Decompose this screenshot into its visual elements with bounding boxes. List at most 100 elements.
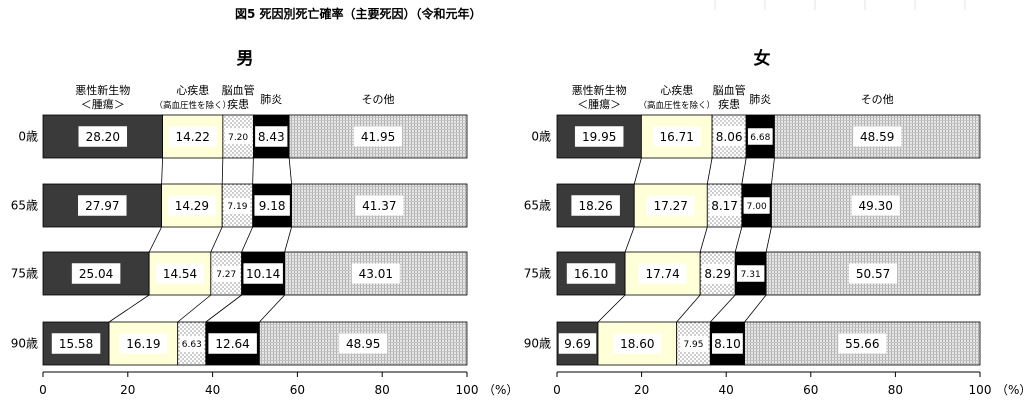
value-label: 17.27 [654, 199, 688, 213]
category-header: 悪性新生物 [572, 83, 627, 97]
value-label-box [709, 195, 740, 216]
category-header: 肺炎 [260, 93, 282, 106]
value-label: 7.95 [683, 340, 703, 350]
connector-line [252, 157, 254, 185]
value-label-box [566, 263, 616, 284]
row-label: 0歳 [18, 130, 38, 144]
value-label-box [168, 126, 217, 147]
bar-segment [288, 114, 468, 159]
value-label-box [646, 195, 695, 216]
connector-line [744, 294, 767, 323]
category-header: 疾患 [718, 97, 740, 111]
value-label: 6.68 [750, 133, 770, 143]
value-label: 41.37 [362, 199, 396, 213]
category-header: （高血圧性を除く） [154, 100, 231, 111]
value-label-box [351, 263, 400, 284]
value-label: 8.06 [716, 130, 743, 144]
connector-line [177, 294, 212, 323]
category-header: 心疾患 [176, 83, 209, 97]
row-label: 75歳 [524, 267, 551, 281]
connector-line [288, 157, 292, 185]
value-label-box [354, 126, 403, 147]
connector-line [221, 157, 224, 185]
value-label-box [638, 263, 687, 284]
value-label-box [78, 126, 128, 147]
value-label-box [851, 195, 900, 216]
value-label: 8.43 [258, 130, 285, 144]
value-label-box [743, 197, 770, 214]
chart-title: 女 [754, 48, 771, 69]
value-label: 48.59 [860, 130, 894, 144]
value-label: 7.19 [227, 202, 247, 212]
connector-line [734, 226, 743, 253]
value-label-box [212, 265, 240, 282]
connector-line [676, 294, 701, 323]
value-label: 25.04 [79, 267, 113, 281]
value-label: 27.97 [85, 199, 119, 213]
value-label: 6.63 [182, 340, 202, 350]
value-label-box [574, 126, 624, 147]
value-label: 16.10 [574, 267, 608, 281]
value-label: 8.17 [711, 199, 738, 213]
value-label-box [679, 335, 708, 352]
value-label-box [849, 263, 898, 284]
row-label: 90歳 [524, 337, 551, 351]
value-label: 18.60 [620, 337, 654, 351]
row-label: 90歳 [11, 337, 38, 351]
value-label: 8.29 [704, 267, 731, 281]
value-label-box [119, 333, 168, 354]
value-label: 55.66 [845, 337, 879, 351]
connector-line [597, 294, 626, 323]
chart-female: 女 0歳 19.95 16.71 8.06 6.68 48.59 65歳 18.26 17.27 8… [524, 48, 1024, 397]
category-header: 心疾患 [660, 83, 693, 97]
value-label: 7.20 [228, 133, 248, 143]
connector-line [210, 226, 223, 253]
value-label: 9.69 [564, 337, 591, 351]
connector-line [108, 294, 150, 323]
value-label: 14.29 [175, 199, 209, 213]
value-label-box [712, 333, 743, 354]
connector-line [710, 294, 736, 323]
x-tick-label: 80 [375, 383, 390, 397]
value-label-box [167, 195, 216, 216]
value-label-box [747, 128, 773, 145]
value-label-box [838, 333, 887, 354]
value-label: 19.95 [582, 130, 616, 144]
value-label-box [243, 263, 283, 284]
connector-line [633, 157, 642, 185]
x-tick-label: 40 [205, 383, 220, 397]
value-label-box [208, 333, 257, 354]
value-label-box [652, 126, 701, 147]
figure-title: 図5 死因別死亡確率（主要死因）（令和元年） [235, 6, 482, 21]
value-label-box [355, 195, 404, 216]
value-label: 41.95 [361, 130, 395, 144]
x-tick-label: 60 [803, 383, 818, 397]
value-label: 7.31 [741, 270, 761, 280]
top-right-decoration [714, 0, 966, 10]
x-tick-label: 20 [120, 383, 135, 397]
bar-segment [774, 114, 981, 159]
chart-male: 男 0歳 28.20 14.22 7.20 8.43 41.95 65歳 27.97 14.29 7… [11, 49, 519, 397]
value-label-box [339, 333, 388, 354]
row-label: 65歳 [524, 199, 551, 213]
category-header: 脳血管 [713, 83, 746, 97]
value-label-box [714, 126, 745, 147]
category-header: その他 [362, 93, 395, 106]
x-tick-label: 40 [719, 383, 734, 397]
connector-line [148, 226, 162, 253]
x-tick-label: 100 [456, 383, 479, 397]
bar-segment [42, 114, 163, 159]
x-tick-label: 80 [888, 383, 903, 397]
connector-line [624, 226, 635, 253]
value-label: 7.00 [747, 202, 767, 212]
x-tick-label: 0 [553, 383, 561, 397]
bar-segment [633, 183, 708, 228]
value-label: 14.22 [176, 130, 210, 144]
value-label-box [613, 333, 662, 354]
connector-line [765, 226, 772, 253]
value-label: 28.20 [86, 130, 120, 144]
value-label-box [558, 333, 597, 354]
category-header: 悪性新生物 [75, 83, 130, 97]
value-label: 15.58 [59, 337, 93, 351]
